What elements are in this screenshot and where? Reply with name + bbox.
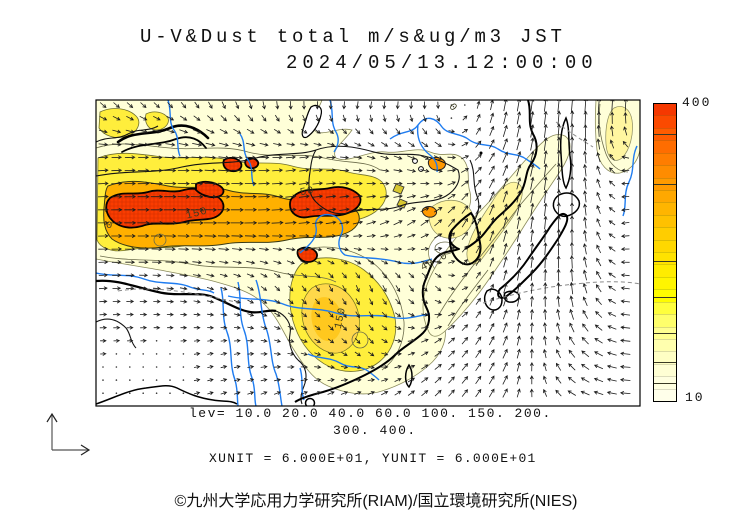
wind-arrows <box>97 100 631 398</box>
china-coast <box>294 229 460 403</box>
calm-wind-dot <box>142 353 144 355</box>
calm-wind-dot <box>102 392 104 395</box>
country-borders <box>96 125 480 405</box>
colorbar-segment <box>654 252 676 265</box>
calm-wind-dot <box>115 353 118 355</box>
russia-coast <box>464 100 538 250</box>
calm-wind-dot <box>115 366 118 368</box>
contour-value-label: 0 <box>106 220 114 232</box>
calm-wind-dot <box>115 379 118 381</box>
contour-levels-text: lev= 10.0 20.0 40.0 60.0 100. 150. 200. <box>189 406 552 421</box>
colorbar-segment <box>654 239 676 253</box>
calm-wind-dot <box>169 353 171 355</box>
calm-wind-dot <box>182 392 185 395</box>
taiwan-island <box>404 363 413 389</box>
calm-wind-dot <box>450 117 453 119</box>
colorbar-segment <box>654 165 676 178</box>
calm-wind-dot <box>115 392 118 395</box>
colorbar-segment <box>654 339 676 352</box>
calm-wind-dot <box>129 392 131 395</box>
calm-wind-dot <box>129 366 131 368</box>
colorbar-segment <box>654 189 676 203</box>
colorbar-segment <box>654 177 676 190</box>
colorbar-segment <box>654 104 676 116</box>
colorbar-tick <box>654 383 676 385</box>
india-coast <box>96 384 238 405</box>
calm-wind-dot <box>464 104 466 106</box>
calm-wind-dot <box>142 392 144 395</box>
calm-wind-dot <box>169 379 171 381</box>
sakhalin-island <box>559 116 572 190</box>
heavy-contour-1 <box>116 124 210 144</box>
colorbar-segment <box>654 140 676 153</box>
calm-wind-dot <box>155 340 158 342</box>
colorbar-tick <box>654 362 676 364</box>
calm-wind-dot <box>169 366 171 368</box>
colorbar-segment <box>654 276 676 290</box>
colorbar <box>653 103 677 402</box>
colorbar-segment <box>654 227 676 240</box>
calm-wind-dot <box>450 104 453 106</box>
calm-wind-dot <box>155 353 158 355</box>
colorbar-segment <box>654 314 676 327</box>
calm-wind-dot <box>129 379 131 381</box>
map-frame <box>95 99 641 407</box>
colorbar-tick <box>654 261 676 263</box>
contour-lines <box>96 103 629 371</box>
calm-wind-dot <box>155 366 158 368</box>
hainan-island <box>304 397 316 406</box>
heavy-contour-2 <box>121 136 207 153</box>
hokkaido-island <box>552 192 581 218</box>
colorbar-tick <box>654 133 676 135</box>
colorbar-segment <box>654 152 676 166</box>
lake-baikal <box>301 104 322 139</box>
calm-wind-dot <box>169 340 171 342</box>
colorbar-tick <box>654 297 676 299</box>
chart-datetime: 2024/05/13.12:00:00 <box>286 52 598 74</box>
colorbar-segment <box>654 264 676 277</box>
yangtze-river <box>227 295 431 320</box>
calm-wind-dot <box>155 379 158 381</box>
colorbar-max-label: 400 <box>682 95 712 110</box>
calm-wind-dot <box>142 379 144 381</box>
colorbar-segment <box>654 214 676 228</box>
colorbar-tick <box>654 184 676 186</box>
colorbar-tick <box>654 332 676 334</box>
colorbar-segment <box>654 351 676 364</box>
himalaya-border <box>96 279 277 314</box>
calm-wind-dot <box>182 379 185 381</box>
colorbar-segment <box>654 376 676 389</box>
colorbar-segment <box>654 388 676 402</box>
colorbar-segment <box>654 202 676 215</box>
axis-arrows <box>46 412 91 456</box>
colorbar-segment <box>654 363 676 377</box>
calm-wind-dot <box>142 366 144 368</box>
contour-value-label: 50 <box>299 184 316 200</box>
wind-vector-layer <box>97 100 631 398</box>
kyushu-island <box>483 288 503 311</box>
calm-wind-dot <box>155 392 158 395</box>
chart-title: U-V&Dust total m/s&ug/m3 JST <box>140 26 566 48</box>
colorbar-segment <box>654 301 676 315</box>
calm-wind-dot <box>102 366 104 368</box>
calm-wind-dot <box>182 366 185 368</box>
colorbar-segment <box>654 115 676 128</box>
calm-wind-dot <box>102 379 104 381</box>
contour-levels-text-2: 300. 400. <box>333 423 417 438</box>
calm-wind-dot <box>169 392 171 395</box>
credit-text: ©九州大学応用力学研究所(RIAM)/国立環境研究所(NIES) <box>174 493 578 510</box>
colorbar-min-label: 10 <box>685 390 705 405</box>
colorbar-segment <box>654 289 676 302</box>
calm-wind-dot <box>129 353 131 355</box>
calm-wind-dot <box>182 353 185 355</box>
axis-units-text: XUNIT = 6.000E+01, YUNIT = 6.000E+01 <box>209 451 537 466</box>
